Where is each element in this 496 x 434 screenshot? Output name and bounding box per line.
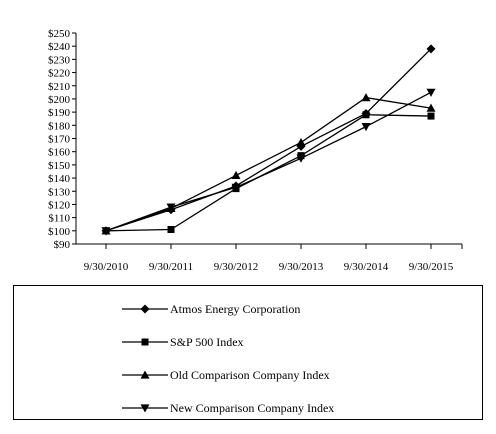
y-tick-label: $100 xyxy=(48,226,71,238)
y-tick-label: $160 xyxy=(48,147,71,159)
legend-item-atmos: Atmos Energy Corporation xyxy=(14,301,482,317)
data-point-diamond xyxy=(426,44,436,54)
x-tick-label: 9/30/2011 xyxy=(149,261,193,273)
data-point-square xyxy=(362,111,370,119)
legend-swatch-new-comparison xyxy=(122,404,168,413)
y-tick-label: $230 xyxy=(48,54,71,66)
x-tick-label: 9/30/2014 xyxy=(344,261,389,273)
legend-label-atmos: Atmos Energy Corporation xyxy=(170,302,301,316)
y-tick-label: $190 xyxy=(48,107,71,119)
y-tick-label: $180 xyxy=(48,120,71,132)
legend-item-old-comparison: Old Comparison Company Index xyxy=(14,367,482,383)
legend-marker-triangle-down xyxy=(140,404,150,413)
y-axis-tick-labels: $90$100$110$120$130$140$150$160$170$180$… xyxy=(48,28,71,251)
data-point-triangle-down xyxy=(361,123,371,132)
legend-marker-triangle-up xyxy=(140,370,150,379)
chart-axes xyxy=(72,32,463,249)
data-point-triangle-up xyxy=(296,137,306,147)
legend-item-new-comparison: New Comparison Company Index xyxy=(14,400,482,416)
legend-item-sp500: S&P 500 Index xyxy=(14,334,482,350)
series-line-3 xyxy=(105,91,432,232)
x-tick-label: 9/30/2010 xyxy=(84,261,129,273)
data-point-square xyxy=(427,112,435,120)
series-line-2 xyxy=(105,96,432,232)
y-tick-label: $130 xyxy=(48,186,71,198)
y-tick-label: $90 xyxy=(54,239,71,251)
y-tick-label: $110 xyxy=(48,213,70,225)
series-line-0 xyxy=(105,48,432,232)
data-point-triangle-down xyxy=(296,154,306,163)
x-tick-label: 9/30/2015 xyxy=(409,261,454,273)
y-tick-label: $240 xyxy=(48,41,71,53)
data-point-triangle-down xyxy=(166,203,176,212)
y-tick-label: $200 xyxy=(48,94,71,106)
y-tick-label: $170 xyxy=(48,134,71,146)
y-tick-label: $140 xyxy=(48,173,71,185)
legend-swatch-atmos xyxy=(122,304,168,314)
data-point-triangle-down xyxy=(101,227,111,236)
y-tick-label: $250 xyxy=(48,28,71,40)
y-tick-label: $220 xyxy=(48,68,71,80)
legend: Atmos Energy Corporation S&P 500 Index O… xyxy=(13,285,483,420)
legend-marker-diamond xyxy=(140,304,150,314)
legend-swatch-old-comparison xyxy=(122,370,168,379)
legend-swatch-sp500 xyxy=(122,338,168,346)
legend-label-old-comparison: Old Comparison Company Index xyxy=(170,368,330,382)
data-point-square xyxy=(167,225,175,233)
y-tick-label: $150 xyxy=(48,160,71,172)
y-tick-label: $120 xyxy=(48,199,71,211)
legend-label-new-comparison: New Comparison Company Index xyxy=(170,401,335,415)
x-tick-label: 9/30/2013 xyxy=(279,261,324,273)
data-point-triangle-down xyxy=(231,183,241,192)
data-point-triangle-up xyxy=(231,170,241,180)
x-axis-tick-labels: 9/30/2010 9/30/2011 9/30/2012 9/30/2013 9/30… xyxy=(84,261,454,273)
y-tick-label: $210 xyxy=(48,81,71,93)
legend-label-sp500: S&P 500 Index xyxy=(170,335,244,349)
legend-marker-square xyxy=(141,338,149,346)
line-chart: $90$100$110$120$130$140$150$160$170$180$… xyxy=(48,28,463,273)
series-lines xyxy=(105,48,432,232)
data-point-triangle-up xyxy=(361,93,371,102)
data-point-triangle-down xyxy=(426,88,436,97)
series-markers xyxy=(101,44,436,236)
x-tick-label: 9/30/2012 xyxy=(214,261,259,273)
data-point-triangle-up xyxy=(426,103,436,112)
